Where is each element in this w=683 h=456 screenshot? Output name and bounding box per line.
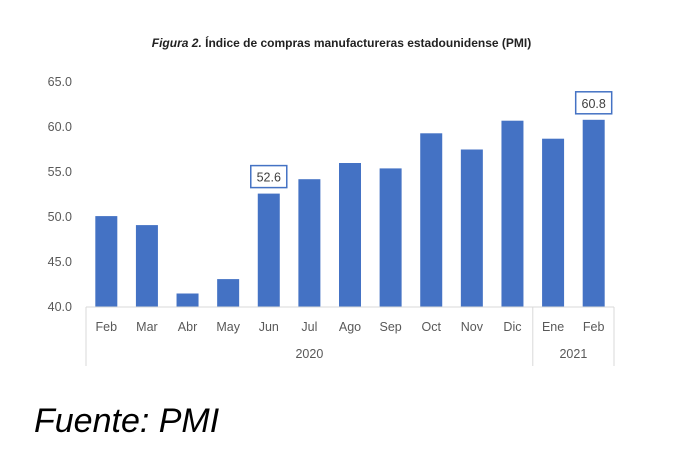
chart-title: Figura 2. Índice de compras manufacturer… [0,36,683,50]
bar [217,279,240,307]
x-tick-label: Sep [379,320,401,334]
bar [420,133,443,307]
x-tick-label: Feb [96,320,118,334]
x-tick-label: Jul [301,320,317,334]
y-tick-label: 45.0 [48,255,72,269]
bar [379,168,402,307]
x-tick-label: Jun [259,320,279,334]
y-tick-label: 55.0 [48,165,72,179]
y-tick-label: 40.0 [48,300,72,314]
figure-number: Figura 2. [151,36,202,50]
x-tick-label: Nov [461,320,484,334]
bar [339,163,361,307]
x-tick-label: Feb [583,320,605,334]
data-label-box [250,164,288,189]
y-tick-label: 65.0 [48,75,72,89]
bar [176,293,199,307]
data-label-box [574,91,613,115]
x-tick-label: Dic [503,320,521,334]
bar [501,120,524,307]
y-tick-label: 50.0 [48,210,72,224]
figure-title: Índice de compras manufactureras estadou… [205,36,532,50]
y-tick-label: 60.0 [48,120,72,134]
x-tick-label: Abr [178,320,197,334]
year-label: 2021 [559,347,587,361]
bar [542,138,565,307]
data-label: 60.8 [582,97,606,111]
bar [460,149,483,307]
bar [298,179,321,307]
bar [257,193,280,307]
year-label: 2020 [295,347,323,361]
bar-chart: 40.0 45.0 50.0 55.0 60.0 65.0 Feb Mar Abr May Jun J… [48,75,615,366]
x-tick-label: Ene [542,320,564,334]
x-tick-label: Ago [339,320,361,334]
x-tick-label: May [216,320,240,334]
bar [582,119,605,307]
x-tick-label: Mar [136,320,158,334]
source-note: Fuente: PMI [34,402,220,440]
bar [135,225,158,307]
data-label: 52.6 [257,171,281,185]
x-tick-label: Oct [422,320,442,334]
bar [95,216,118,307]
